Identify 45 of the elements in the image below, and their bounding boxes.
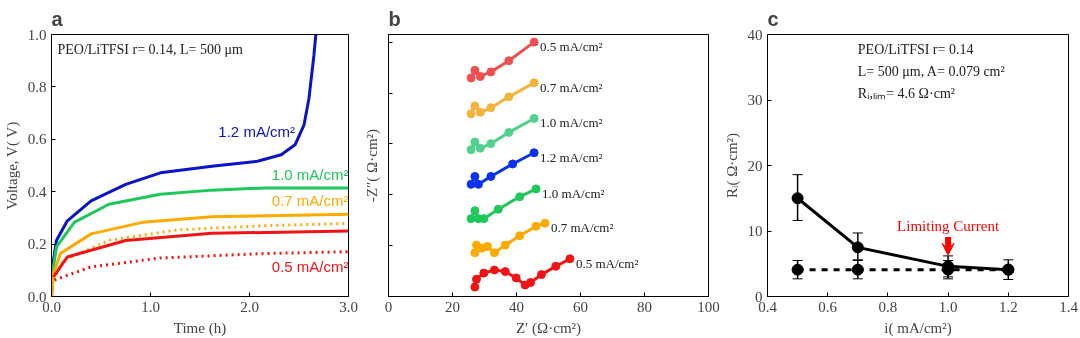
annotation: L= 500 μm, A= 0.079 cm² <box>857 64 1005 80</box>
x-tick-label: 0 <box>384 298 393 315</box>
series-label: 0.7 mA/cm² <box>550 220 614 236</box>
x-tick-label: 60 <box>573 298 588 315</box>
y-axis-title: Rᵢ( Ω·cm²) <box>723 132 741 199</box>
y-tick-label: 0.2 <box>27 236 47 253</box>
x-axis-title: Z′ (Ω·cm²) <box>515 319 582 337</box>
series-label: 0.5 mA/cm² <box>540 39 603 55</box>
y-tick-label: 10 <box>747 223 763 239</box>
x-axis-title: Time (h) <box>173 319 227 337</box>
chart-title: c <box>767 7 779 30</box>
series-label: 0.5 mA/cm² <box>575 255 639 271</box>
y-axis-title: -Z″( Ω·cm²) <box>363 128 381 203</box>
x-tick-label: 40 <box>509 298 524 315</box>
annotation: PEO/LiTFSI r= 0.14 <box>857 41 974 57</box>
x-tick-label: 1.0 <box>141 298 160 315</box>
x-tick-label: 0.8 <box>878 298 898 315</box>
y-tick-label: 40 <box>747 26 763 43</box>
x-tick-label: 1.0 <box>938 298 958 315</box>
x-tick-label: 20 <box>445 298 460 315</box>
y-tick-label: 20 <box>747 157 763 174</box>
series-label: 1.0 mA/cm² <box>542 185 605 201</box>
x-tick-label: 1.4 <box>1059 298 1079 315</box>
y-tick-label: 30 <box>747 92 763 108</box>
y-tick-label: 0.4 <box>27 183 47 200</box>
annotation: Limiting Current <box>897 218 1000 235</box>
x-tick-label: 1.2 <box>998 298 1018 315</box>
y-tick-label: 0.6 <box>27 131 47 148</box>
y-tick-label: 0.8 <box>27 78 47 95</box>
x-axis-title: i( mA/cm²) <box>884 319 952 337</box>
x-tick-label: 0.6 <box>818 298 838 315</box>
annotation: Rᵢ,ₗᵢₘ= 4.6 Ω·cm² <box>857 86 955 102</box>
series-label: 1.2 mA/cm² <box>540 149 603 165</box>
annotation: PEO/LiTFSI r= 0.14, L= 500 μm <box>57 41 244 57</box>
x-tick-label: 100 <box>697 298 720 315</box>
y-axis-title: Voltage, V( V) <box>3 121 21 210</box>
chart-title: a <box>51 7 64 30</box>
series-label: 1.0 mA/cm² <box>540 115 603 131</box>
x-tick-label: 2.0 <box>240 298 259 315</box>
x-tick-label: 80 <box>637 298 652 315</box>
x-tick-label: 3.0 <box>339 298 358 315</box>
chart-title: b <box>388 7 401 30</box>
series-label: 0.7 mA/cm² <box>540 79 603 95</box>
series-label: 1.2 mA/cm² <box>218 122 296 140</box>
y-tick-label: 1.0 <box>27 26 47 43</box>
